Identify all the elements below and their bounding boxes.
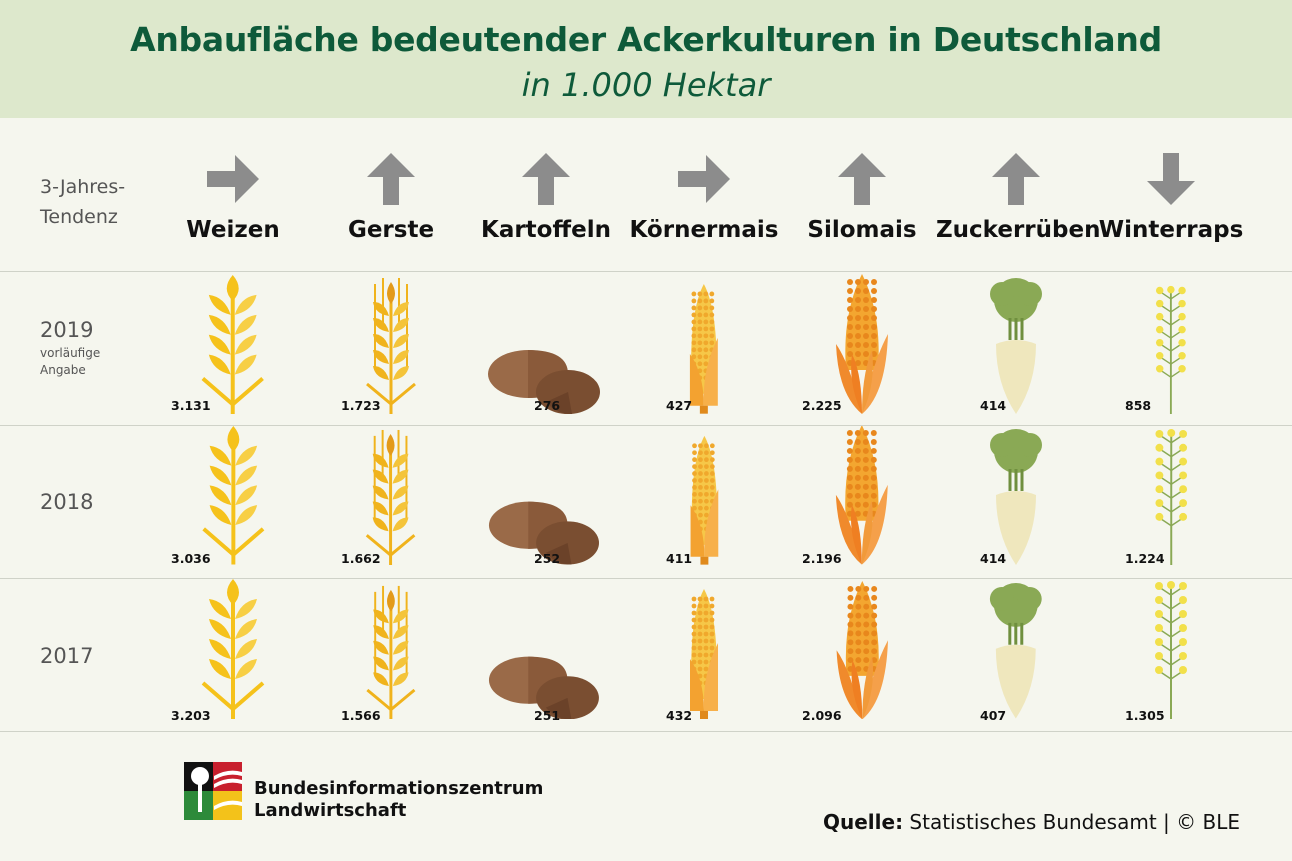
tendency-up-arrow-icon <box>992 153 1040 205</box>
crop-name-4: Körnermais <box>629 217 779 243</box>
tendency-up-arrow-icon <box>367 153 415 205</box>
crop-name-6: Zuckerrüben <box>936 217 1101 243</box>
year-note-line2: Angabe <box>40 363 86 377</box>
rapeseed-icon-2019 <box>1156 285 1186 414</box>
value-label: 276 <box>534 398 561 413</box>
barley-icon-2017 <box>366 585 416 719</box>
source-label: Quelle: <box>822 810 904 834</box>
logo-text-line2: Landwirtschaft <box>254 800 407 821</box>
potato-icon-2018 <box>488 502 600 565</box>
crop-name-5: Silomais <box>807 217 917 243</box>
silage-corn-icon-2017 <box>836 580 888 719</box>
tendency-up-arrow-icon <box>838 153 886 205</box>
divider <box>0 425 1292 426</box>
crop-name-2: Gerste <box>347 217 435 243</box>
value-label: 414 <box>980 551 1007 566</box>
barley-icon-2019 <box>366 278 416 414</box>
divider <box>0 731 1292 732</box>
logo-text: Bundesinformationszentrum Landwirtschaft <box>254 778 543 822</box>
wheat-icon-2017 <box>201 579 265 719</box>
value-label: 414 <box>980 398 1007 413</box>
source-text: Statistisches Bundesamt | © BLE <box>903 810 1240 834</box>
rapeseed-icon-2018 <box>1155 428 1187 565</box>
page-title: Anbaufläche bedeutender Ackerkulturen in… <box>130 20 1162 59</box>
tendency-down-arrow-icon <box>1147 153 1195 205</box>
year-note-line1: vorläufige <box>40 346 101 360</box>
value-label: 3.036 <box>171 551 211 566</box>
sugar-beet-icon-2017 <box>990 583 1042 719</box>
value-label: 2.225 <box>802 398 842 413</box>
year-note: vorläufige Angabe <box>40 345 100 379</box>
crop-name-1: Weizen <box>186 217 280 243</box>
year-label-2017: 2017 <box>40 644 94 668</box>
tendency-label-line2: Tendenz <box>40 206 118 228</box>
year-label-2019: 2019 <box>40 318 94 342</box>
crop-name-3: Kartoffeln <box>481 217 611 243</box>
rapeseed-icon-2017 <box>1155 581 1187 719</box>
value-label: 411 <box>666 551 693 566</box>
value-label: 251 <box>534 708 561 723</box>
value-label: 3.203 <box>171 708 211 723</box>
tendency-label-line1: 3-Jahres- <box>40 176 126 198</box>
header-band: Anbaufläche bedeutender Ackerkulturen in… <box>0 0 1292 118</box>
divider <box>0 578 1292 579</box>
value-label: 1.566 <box>341 708 381 723</box>
value-label: 1.662 <box>341 551 381 566</box>
divider <box>0 271 1292 272</box>
value-label: 3.131 <box>171 398 211 413</box>
value-label: 858 <box>1125 398 1152 413</box>
logo-text-line1: Bundesinformationszentrum <box>254 778 544 799</box>
value-label: 407 <box>980 708 1007 723</box>
value-label: 1.224 <box>1125 551 1165 566</box>
corn-icon-2017 <box>690 589 718 719</box>
value-label: 1.723 <box>341 398 381 413</box>
corn-icon-2018 <box>690 436 718 565</box>
tendency-up-arrow-icon <box>522 153 570 205</box>
potato-icon-2017 <box>489 656 599 719</box>
tendency-label: 3-Jahres- Tendenz <box>40 172 150 232</box>
value-label: 2.196 <box>802 551 842 566</box>
crop-name-7: Winterraps <box>1098 217 1244 243</box>
sugar-beet-icon-2018 <box>990 429 1042 565</box>
logo-icon <box>184 762 242 820</box>
value-label: 252 <box>534 551 561 566</box>
corn-icon-2019 <box>690 284 718 414</box>
value-label: 2.096 <box>802 708 842 723</box>
sugar-beet-icon-2019 <box>990 278 1042 414</box>
silage-corn-icon-2019 <box>836 274 888 414</box>
year-label-2018: 2018 <box>40 490 94 514</box>
page-subtitle: in 1.000 Hektar <box>521 66 771 104</box>
value-label: 427 <box>666 398 693 413</box>
value-label: 1.305 <box>1125 708 1165 723</box>
tendency-right-arrow-icon <box>207 155 259 203</box>
value-label: 432 <box>666 708 693 723</box>
wheat-icon-2018 <box>202 426 264 565</box>
source-note: Quelle: Statistisches Bundesamt | © BLE <box>823 810 1240 834</box>
barley-icon-2018 <box>366 429 416 565</box>
tendency-right-arrow-icon <box>678 155 730 203</box>
silage-corn-icon-2018 <box>836 425 888 565</box>
potato-icon-2019 <box>488 350 600 414</box>
wheat-icon-2019 <box>201 274 265 414</box>
